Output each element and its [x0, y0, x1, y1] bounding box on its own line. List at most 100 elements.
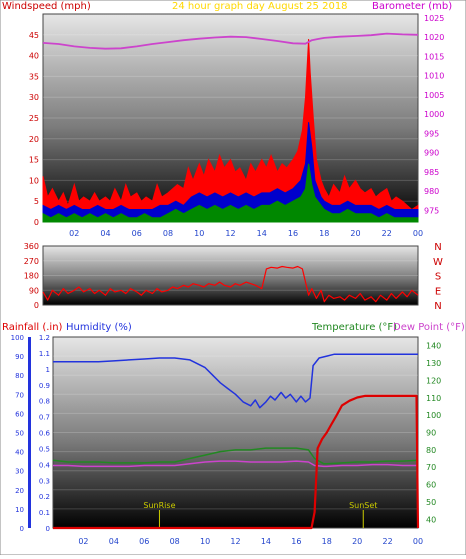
- climate-x-tick-label: 08: [170, 537, 180, 546]
- wind-tick-label: 35: [29, 72, 39, 81]
- temperature-tick-label: 90: [426, 429, 436, 438]
- temperature-tick-label: 100: [426, 411, 441, 420]
- humidity-tick-label: 90: [15, 353, 24, 361]
- temperature-tick-label: 50: [426, 498, 436, 507]
- wind-tick-label: 15: [29, 156, 39, 165]
- wind-x-tick-label: 06: [132, 229, 142, 238]
- rain-tick-label: 1.2: [39, 334, 50, 342]
- temperature-tick-label: 110: [426, 394, 441, 403]
- climate-plot-area: [52, 336, 419, 529]
- climate-x-tick-label: 10: [200, 537, 210, 546]
- barometer-tick-label: 1000: [424, 110, 444, 119]
- wind-direction-line: [42, 265, 419, 303]
- compass-label: N: [434, 242, 441, 253]
- barometer-tick-label: 990: [424, 149, 439, 158]
- wind-avg-area: [42, 122, 419, 223]
- rainfall-line: [53, 394, 420, 530]
- compass-label: N: [434, 301, 441, 312]
- climate-x-tick-label: 02: [78, 537, 88, 546]
- barometer-line: [42, 32, 419, 50]
- wind-x-tick-label: 12: [225, 229, 235, 238]
- barometer-tick-label: 975: [424, 206, 439, 215]
- temperature-tick-label: 40: [426, 515, 436, 524]
- wind-x-tick-label: 16: [288, 229, 298, 238]
- temperature-tick-label: 130: [426, 359, 441, 368]
- direction-tick-label: 90: [29, 286, 39, 295]
- compass-label: W: [433, 257, 443, 268]
- rain-tick-label: 0.3: [39, 477, 50, 485]
- wind-tick-label: 5: [34, 197, 39, 206]
- direction-tick-label: 360: [24, 242, 39, 251]
- compass-label: S: [435, 272, 441, 283]
- barometer-tick-label: 985: [424, 168, 439, 177]
- climate-x-tick-label: 00: [413, 537, 423, 546]
- rain-tick-label: 0.1: [39, 509, 50, 517]
- humidity-line: [53, 353, 418, 409]
- wind-x-tick-label: 14: [257, 229, 267, 238]
- humidity-tick-label: 50: [15, 430, 24, 438]
- humidity-tick-label: 40: [15, 449, 24, 457]
- climate-x-tick-label: 20: [352, 537, 362, 546]
- climate-x-tick-label: 14: [261, 537, 271, 546]
- wind-min-area: [42, 163, 419, 223]
- temperature-tick-label: 120: [426, 376, 441, 385]
- humidity-tick-label: 20: [15, 487, 24, 495]
- climate-x-tick-label: 22: [382, 537, 392, 546]
- temperature-tick-label: 70: [426, 463, 436, 472]
- rain-tick-label: 0.8: [39, 398, 50, 406]
- climate-x-tick-label: 06: [139, 537, 149, 546]
- rain-tick-label: 0.2: [39, 493, 50, 501]
- rain-tick-label: 0.7: [39, 414, 50, 422]
- humidity-tick-label: 80: [15, 372, 24, 380]
- barometer-tick-label: 1005: [424, 91, 444, 100]
- humidity-axis-bar: [28, 337, 31, 528]
- rain-tick-label: 0.4: [39, 461, 51, 469]
- climate-x-tick-label: 16: [291, 537, 301, 546]
- rain-tick-label: 1: [46, 366, 50, 374]
- sun-marker-label: SunRise: [143, 501, 175, 510]
- wind-tick-label: 20: [29, 135, 39, 144]
- humidity-tick-label: 0: [20, 525, 24, 533]
- humidity-tick-label: 60: [15, 410, 24, 418]
- humidity-tick-label: 100: [11, 334, 24, 342]
- barometer-tick-label: 1010: [424, 72, 444, 81]
- wind-tick-label: 30: [29, 93, 39, 102]
- humidity-tick-label: 30: [15, 468, 24, 476]
- wind-gust-area: [42, 38, 419, 223]
- humidity-tick-label: 10: [15, 506, 24, 514]
- wind-tick-label: 45: [29, 31, 39, 40]
- wind-tick-label: 25: [29, 114, 39, 123]
- wind-x-tick-label: 10: [194, 229, 204, 238]
- rain-tick-label: 0: [46, 525, 50, 533]
- climate-x-tick-label: 12: [230, 537, 240, 546]
- compass-label: E: [435, 286, 441, 297]
- rain-tick-label: 0.9: [39, 382, 50, 390]
- barometer-tick-label: 995: [424, 129, 439, 138]
- direction-tick-label: 180: [24, 272, 39, 281]
- dewpoint-axis-title: Dew Point (°F): [393, 322, 465, 333]
- sun-marker-label: SunSet: [349, 501, 377, 510]
- direction-tick-label: 270: [24, 257, 39, 266]
- wind-x-tick-label: 22: [382, 229, 392, 238]
- rain-axis-title: Rainfall (.in): [2, 322, 63, 333]
- wind-x-tick-label: 18: [319, 229, 329, 238]
- wind-x-tick-label: 08: [163, 229, 173, 238]
- wind-tick-label: 0: [34, 218, 39, 227]
- climate-x-tick-label: 18: [322, 537, 332, 546]
- wind-tick-label: 10: [29, 176, 39, 185]
- wind-tick-label: 40: [29, 52, 39, 61]
- barometer-tick-label: 1025: [424, 14, 444, 23]
- temperature-tick-label: 140: [426, 342, 441, 351]
- rain-tick-label: 0.5: [39, 445, 50, 453]
- temperature-tick-label: 60: [426, 481, 436, 490]
- dewpoint-line: [53, 460, 418, 468]
- wind-x-tick-label: 00: [413, 229, 423, 238]
- humidity-tick-label: 70: [15, 391, 24, 399]
- climate-x-tick-label: 04: [109, 537, 119, 546]
- wind-x-tick-label: 04: [100, 229, 110, 238]
- barometer-axis-title: Barometer (mb): [372, 1, 452, 12]
- barometer-tick-label: 1020: [424, 33, 444, 42]
- humidity-axis-title: Humidity (%): [66, 322, 132, 333]
